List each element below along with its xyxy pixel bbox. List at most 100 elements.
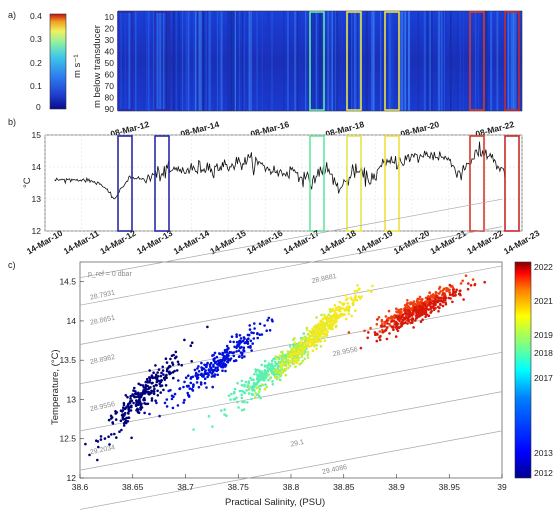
- heatmap-stripe: [426, 11, 428, 111]
- panel-c-pressure-ref: p_ref = 0 dbar: [88, 271, 132, 278]
- heatmap-stripe: [147, 11, 150, 111]
- scatter-point-2012: [156, 394, 160, 397]
- scatter-point-2012: [140, 406, 143, 409]
- scatter-point-2013: [196, 376, 200, 379]
- scatter-point-2021: [404, 306, 407, 310]
- event-box-top-2022: [504, 11, 520, 111]
- scatter-point-2018: [281, 352, 285, 356]
- scatter-point-2013: [176, 404, 180, 407]
- heatmap-stripe: [299, 11, 301, 111]
- heatmap-stripe: [135, 11, 137, 111]
- scatter-point-2013: [177, 379, 180, 382]
- scatter-point-2018: [284, 358, 288, 361]
- scatter-point-2012: [156, 389, 159, 393]
- heatmap-stripe: [232, 11, 235, 111]
- scatter-point-2013: [218, 352, 221, 355]
- event-box-2022: [504, 135, 520, 232]
- heatmap-stripe: [207, 11, 210, 111]
- scatter-point-2022: [397, 316, 400, 320]
- scatter-point-2019: [346, 302, 350, 305]
- scatter-point-2018: [285, 360, 289, 364]
- scatter-point-2013: [248, 324, 251, 327]
- scatter-point-2012: [114, 412, 117, 415]
- scatter-point-2012: [129, 394, 132, 398]
- heatmap-stripe: [166, 11, 168, 111]
- scatter-point-2013: [249, 344, 252, 348]
- scatter-point-2012: [145, 377, 149, 381]
- scatter-point-2013: [191, 385, 195, 389]
- scatter-point-2017: [242, 408, 246, 411]
- panel-b-ytick-label: 15: [32, 130, 42, 140]
- scatter-point-2012: [161, 369, 165, 372]
- scatter-point-2019: [336, 316, 340, 320]
- scatter-point-2021: [397, 308, 400, 312]
- heatmap-stripe: [474, 11, 477, 111]
- scatter-point-2013: [235, 350, 238, 353]
- scatter-point-2022: [366, 336, 370, 340]
- scatter-point-2022: [403, 318, 407, 321]
- scatter-point-2022: [429, 307, 433, 311]
- scatter-point-2013: [232, 351, 236, 354]
- scatter-point-2013: [171, 406, 175, 410]
- scatter-point-2021: [425, 300, 429, 304]
- panel-b-xticks: 14-Mar-1014-Mar-1114-Mar-1214-Mar-1314-M…: [25, 228, 542, 257]
- heatmap-stripe: [200, 11, 202, 111]
- scatter-point-2022: [448, 293, 452, 297]
- scatter-point-2021: [428, 291, 432, 294]
- scatter-point-2017: [241, 400, 244, 404]
- scatter-point-2022: [394, 323, 398, 327]
- scatter-point-2019: [280, 364, 284, 367]
- scatter-point-2012: [134, 403, 138, 407]
- scatter-point-2022: [396, 329, 400, 333]
- scatter-point-2013: [199, 373, 203, 377]
- scatter-point-2019: [315, 347, 318, 351]
- scatter-point-2012: [177, 363, 180, 366]
- scatter-point-2013: [189, 381, 193, 385]
- scatter-point-2012: [115, 436, 118, 439]
- scatter-point-2017: [267, 362, 271, 365]
- panel-b-temperature-line: [54, 141, 506, 200]
- heatmap-stripe: [177, 11, 180, 111]
- scatter-point-2019: [276, 376, 280, 380]
- scatter-point-2013: [267, 316, 271, 320]
- scatter-point-2013: [266, 319, 269, 322]
- isopycnal-label: 29.1: [290, 439, 305, 449]
- scatter-point-2013: [251, 342, 254, 345]
- scatter-point-2018: [319, 345, 323, 348]
- scatter-point-2019: [354, 294, 357, 298]
- scatter-point-2021: [363, 329, 366, 333]
- scatter-point-2019: [299, 346, 302, 350]
- scatter-point-2019: [333, 312, 337, 316]
- scatter-point-2012: [174, 350, 178, 354]
- heatmap-stripe: [484, 11, 486, 111]
- heatmap-stripe: [248, 11, 251, 111]
- scatter-point-2018: [315, 316, 318, 319]
- scatter-point-2013: [190, 387, 194, 391]
- scatter-point-2019: [352, 302, 355, 305]
- scatter-point-2017: [251, 393, 255, 397]
- scatter-point-2013: [220, 362, 223, 365]
- scatter-point-2019: [302, 344, 306, 348]
- isopycnal-line: [79, 430, 503, 510]
- scatter-point-2013: [205, 363, 208, 367]
- scatter-point-2012: [155, 378, 159, 381]
- scatter-point-2012: [122, 424, 126, 427]
- scatter-point-2012: [172, 353, 175, 357]
- event-box-top-2019: [384, 11, 400, 111]
- scatter-point-2022: [375, 339, 379, 343]
- scatter-point-2021: [424, 296, 428, 300]
- scatter-point-2022: [424, 315, 427, 319]
- scatter-point-2017: [236, 381, 239, 385]
- scatter-point-2017: [274, 360, 277, 364]
- scatter-point-2019: [278, 354, 282, 358]
- heatmap-stripe: [358, 11, 361, 111]
- scatter-point-2017: [251, 387, 255, 391]
- heatmap-stripe: [351, 11, 353, 111]
- scatter-point-2019: [279, 366, 282, 369]
- scatter-point-2021: [418, 295, 422, 299]
- scatter-point-2022: [424, 311, 428, 315]
- scatter-point-2019: [303, 347, 307, 351]
- scatter-point-2017: [252, 381, 256, 385]
- scatter-point-2022: [451, 300, 454, 304]
- scatter-point-2012: [95, 439, 98, 443]
